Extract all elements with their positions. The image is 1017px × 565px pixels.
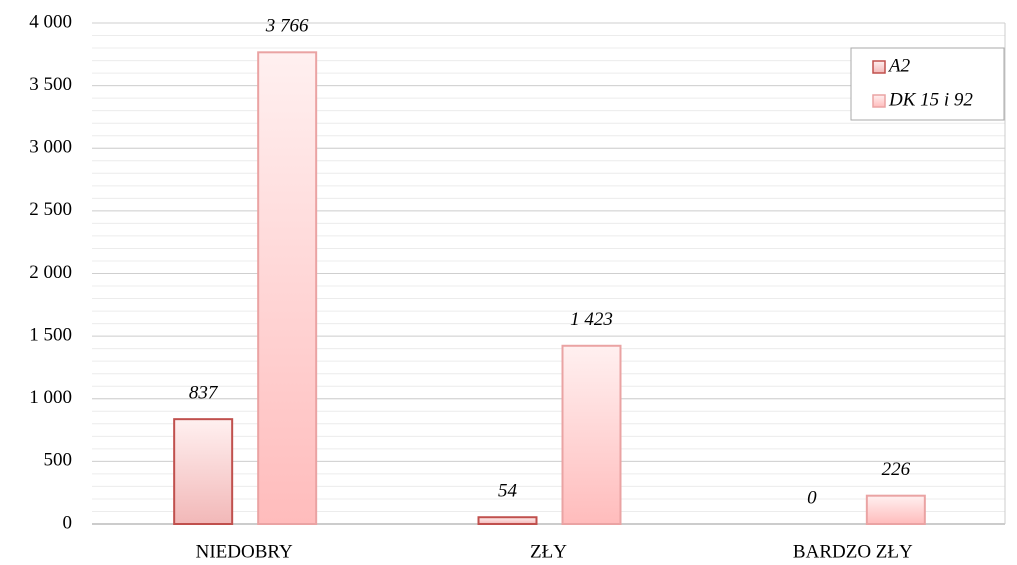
legend-box — [850, 47, 1005, 121]
x-tick-label: BARDZO ZŁY — [793, 541, 913, 562]
y-tick-label: 4 000 — [29, 11, 72, 32]
data-label: 3 766 — [265, 16, 309, 37]
y-tick-label: 1 000 — [29, 387, 72, 408]
data-label: 226 — [882, 459, 911, 480]
legend-swatch — [872, 94, 886, 108]
legend-label: DK 15 i 92 — [888, 89, 973, 110]
x-tick-label: NIEDOBRY — [196, 541, 293, 562]
bar — [173, 418, 234, 525]
data-label: 1 423 — [570, 309, 613, 330]
x-tick-label: ZŁY — [530, 541, 567, 562]
data-label: 0 — [807, 487, 817, 508]
data-label: 837 — [189, 383, 219, 404]
y-tick-label: 2 500 — [29, 199, 72, 220]
y-tick-label: 2 000 — [29, 262, 72, 283]
bar — [561, 344, 622, 525]
bar — [865, 494, 926, 526]
bar — [477, 516, 538, 526]
data-label: 54 — [498, 481, 518, 502]
legend-swatch — [872, 60, 886, 74]
y-tick-label: 0 — [63, 512, 73, 533]
y-tick-label: 3 000 — [29, 137, 72, 158]
y-tick-label: 500 — [44, 450, 73, 471]
y-tick-label: 1 500 — [29, 324, 72, 345]
legend-label: A2 — [887, 55, 911, 76]
bar — [257, 51, 318, 525]
y-tick-label: 3 500 — [29, 74, 72, 95]
